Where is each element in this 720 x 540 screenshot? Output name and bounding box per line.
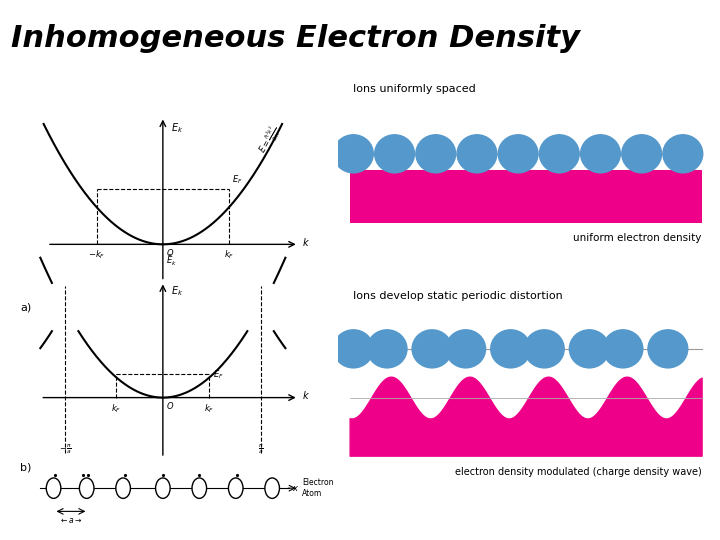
- Ellipse shape: [603, 329, 644, 369]
- Ellipse shape: [411, 329, 453, 369]
- Text: Ions uniformly spaced: Ions uniformly spaced: [354, 84, 476, 94]
- Text: b): b): [20, 463, 32, 472]
- Text: $O$: $O$: [166, 400, 174, 411]
- Text: Inhomogeneous Electron Density: Inhomogeneous Electron Density: [11, 24, 580, 53]
- Ellipse shape: [498, 134, 539, 173]
- Ellipse shape: [539, 134, 580, 173]
- Text: $O$: $O$: [166, 247, 174, 258]
- Ellipse shape: [580, 134, 621, 173]
- Ellipse shape: [523, 329, 565, 369]
- Ellipse shape: [662, 134, 703, 173]
- Circle shape: [265, 478, 279, 498]
- Text: a): a): [20, 302, 32, 313]
- Circle shape: [192, 478, 207, 498]
- Text: $\frac{\pi}{a}$: $\frac{\pi}{a}$: [258, 442, 264, 456]
- Ellipse shape: [445, 329, 486, 369]
- Text: electron density modulated (charge density wave): electron density modulated (charge densi…: [455, 467, 701, 477]
- Text: $-\frac{\pi}{a}$: $-\frac{\pi}{a}$: [59, 442, 71, 456]
- Text: $E_F$: $E_F$: [212, 368, 223, 381]
- Text: $E=\frac{\hbar^2k^2}{2m}$: $E=\frac{\hbar^2k^2}{2m}$: [256, 123, 285, 157]
- Ellipse shape: [333, 134, 374, 173]
- Text: uniform electron density: uniform electron density: [573, 233, 701, 243]
- Text: $E_F$: $E_F$: [233, 174, 243, 186]
- Text: $-k_F$: $-k_F$: [88, 249, 105, 261]
- Text: Ions develop static periodic distortion: Ions develop static periodic distortion: [354, 291, 563, 301]
- Text: Atom: Atom: [302, 489, 323, 498]
- Ellipse shape: [456, 134, 498, 173]
- Text: $\leftarrow a \rightarrow$: $\leftarrow a \rightarrow$: [59, 516, 83, 525]
- Text: $k$: $k$: [302, 236, 310, 248]
- Text: $k_F$: $k_F$: [204, 402, 215, 415]
- Ellipse shape: [333, 329, 374, 369]
- Text: $E_k$: $E_k$: [171, 122, 184, 135]
- Ellipse shape: [415, 134, 456, 173]
- Circle shape: [116, 478, 130, 498]
- Text: $E_k$: $E_k$: [171, 284, 184, 298]
- Ellipse shape: [490, 329, 531, 369]
- Circle shape: [156, 478, 170, 498]
- Text: $k_F$: $k_F$: [112, 402, 122, 415]
- Text: Electron: Electron: [302, 478, 333, 487]
- Ellipse shape: [569, 329, 610, 369]
- Text: $\bar{E}_k$: $\bar{E}_k$: [166, 254, 177, 268]
- Circle shape: [228, 478, 243, 498]
- Ellipse shape: [366, 329, 408, 369]
- Ellipse shape: [647, 329, 688, 369]
- Text: $k_F$: $k_F$: [224, 249, 234, 261]
- Text: $x$: $x$: [292, 484, 300, 492]
- Ellipse shape: [374, 134, 415, 173]
- Ellipse shape: [621, 134, 662, 173]
- Bar: [350, 170, 701, 224]
- Circle shape: [79, 478, 94, 498]
- Text: $k$: $k$: [302, 389, 310, 401]
- Circle shape: [46, 478, 61, 498]
